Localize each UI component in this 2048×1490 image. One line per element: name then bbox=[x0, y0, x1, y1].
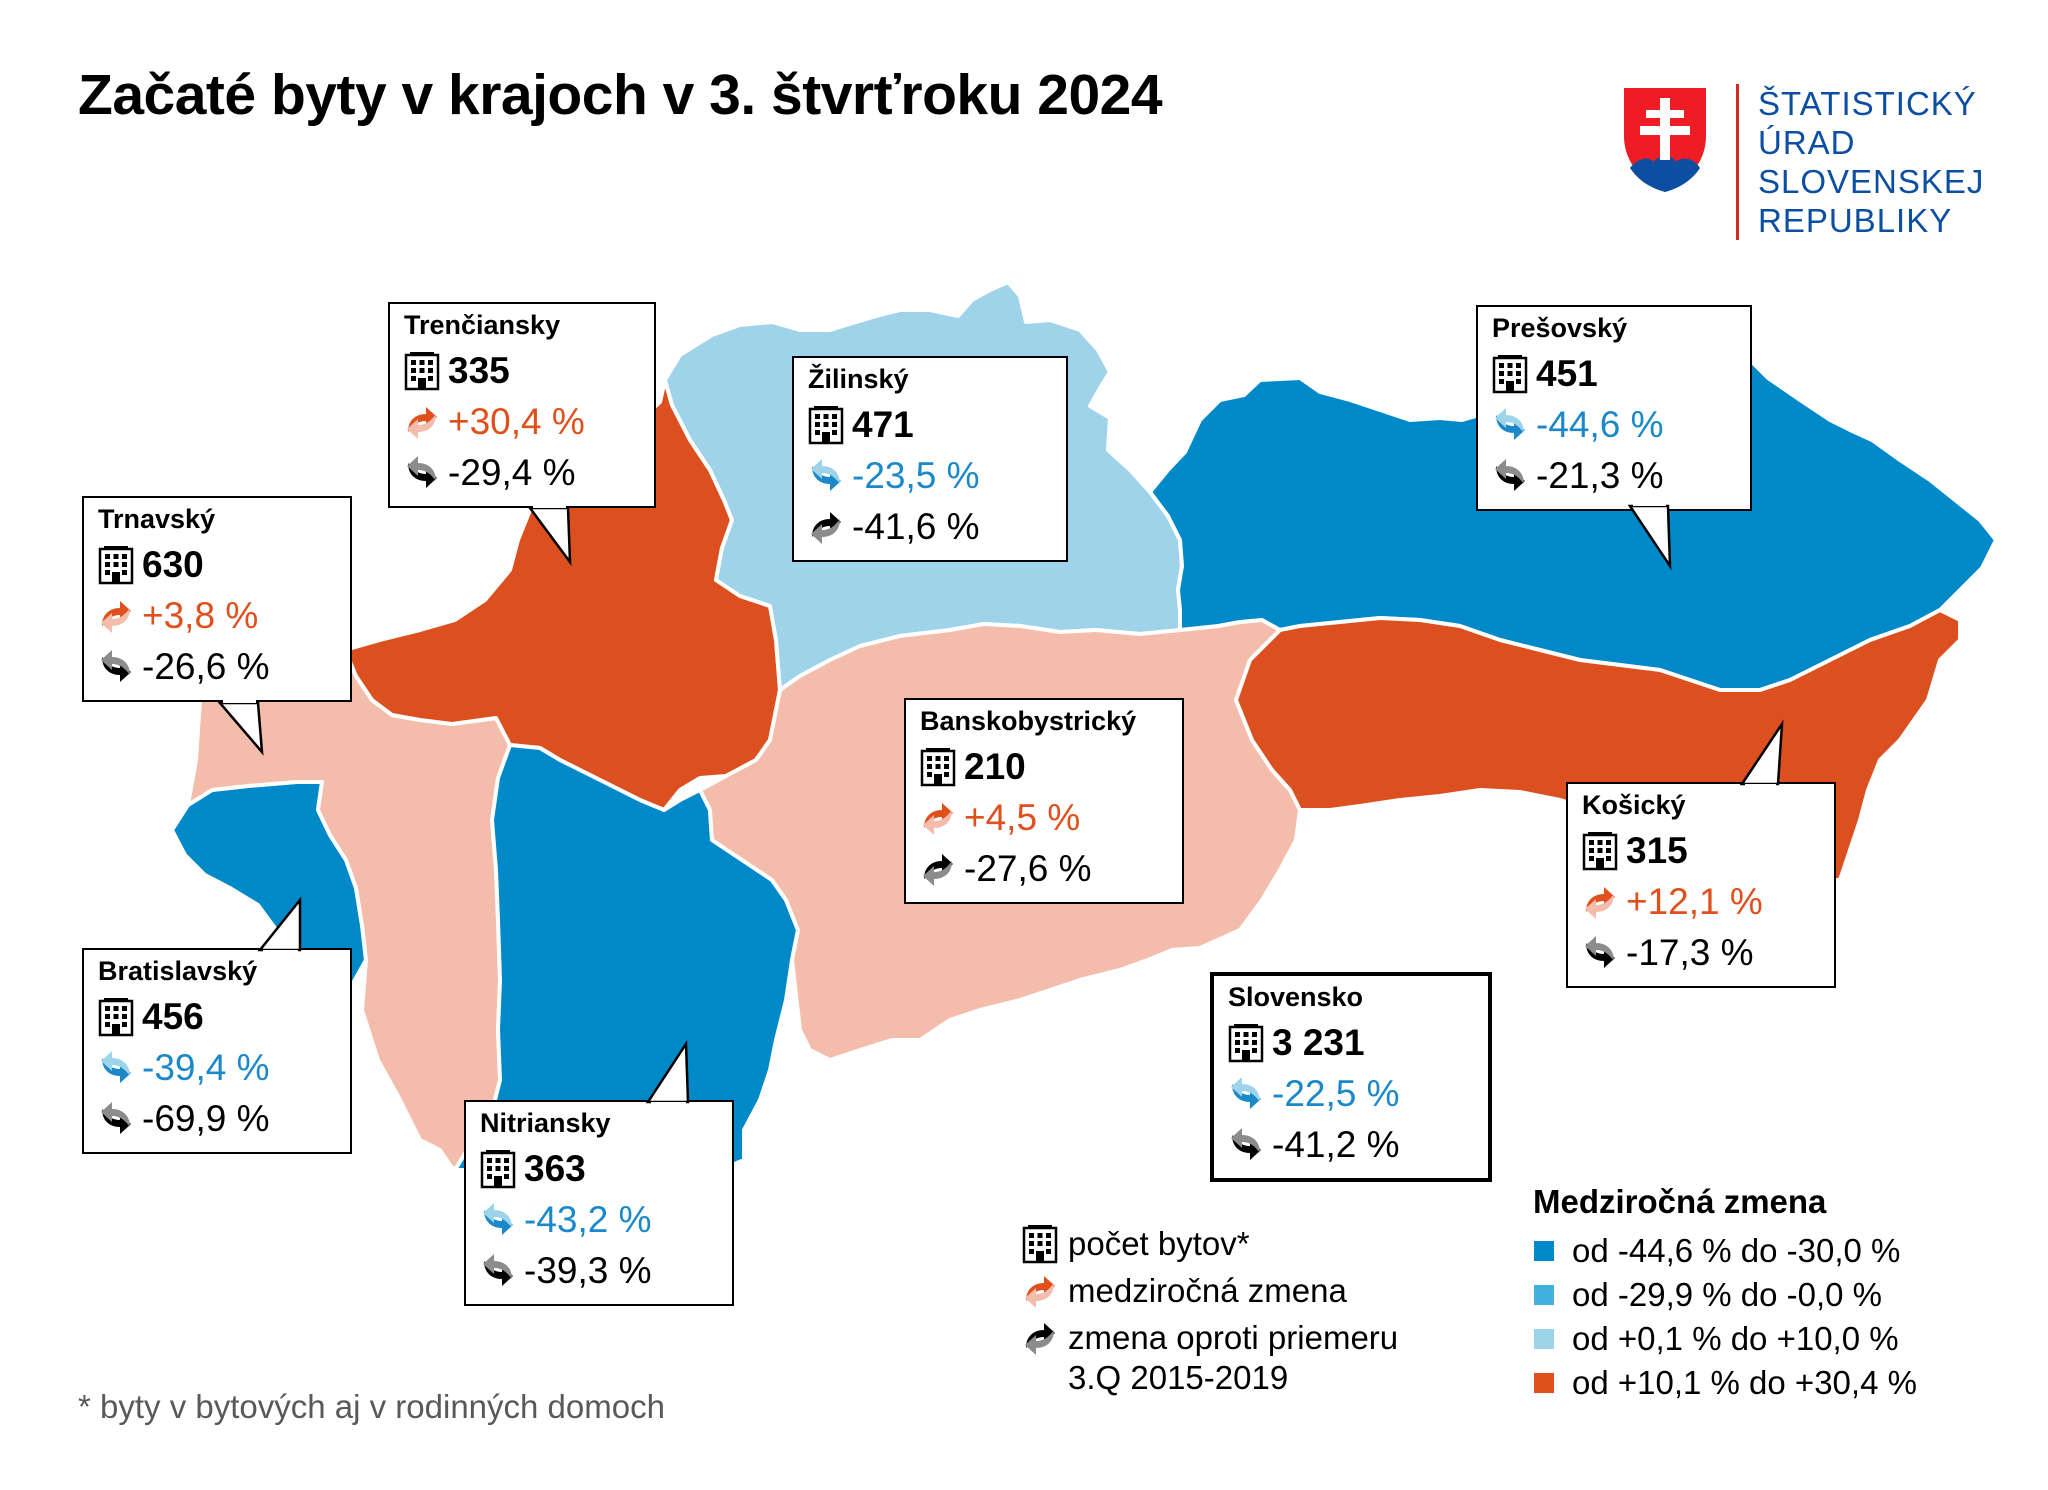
logo-line-2: ÚRAD bbox=[1758, 124, 1856, 161]
region-yoy: +3,8 % bbox=[142, 594, 259, 636]
region-name: Prešovský bbox=[1492, 313, 1628, 343]
legend-class-3: od +0,1 % do +10,0 % bbox=[1572, 1320, 1899, 1357]
region-nitriansky[interactable] bbox=[453, 743, 800, 1177]
region-name: Nitriansky bbox=[480, 1108, 611, 1138]
region-yoy: -44,6 % bbox=[1536, 403, 1664, 445]
callout-trnavsky[interactable]: Trnavský 630 +3,8 % -26,6 % bbox=[82, 496, 352, 702]
region-count: 451 bbox=[1536, 352, 1598, 394]
region-count: 456 bbox=[142, 995, 204, 1037]
region-name: Žilinský bbox=[808, 364, 909, 394]
pointer-nitriansky bbox=[645, 1040, 690, 1104]
logo-line-3: SLOVENSKEJ bbox=[1758, 163, 1985, 200]
building-icon bbox=[1022, 1224, 1058, 1264]
region-yoy: +30,4 % bbox=[448, 400, 585, 442]
region-count: 471 bbox=[852, 403, 914, 445]
region-name: Trnavský bbox=[98, 504, 216, 534]
pointer-bratislavsky bbox=[257, 896, 302, 952]
legend-avg-label-2: 3.Q 2015-2019 bbox=[1068, 1359, 1289, 1396]
page-title: Začaté byty v krajoch v 3. štvrťroku 202… bbox=[78, 63, 1163, 127]
region-count: 630 bbox=[142, 543, 204, 585]
coat-of-arms-icon bbox=[1624, 88, 1706, 192]
callout-trenciansky[interactable]: Trenčiansky 335 +30,4 % -29,4 % bbox=[388, 302, 656, 508]
region-name: Bratislavský bbox=[98, 956, 258, 986]
legend-class-2: od -29,9 % do -0,0 % bbox=[1572, 1276, 1883, 1313]
region-avg: -41,2 % bbox=[1272, 1123, 1400, 1165]
region-avg: -17,3 % bbox=[1626, 931, 1754, 973]
region-name: Banskobystrický bbox=[920, 706, 1137, 736]
logo-divider bbox=[1736, 84, 1739, 240]
region-avg: -27,6 % bbox=[964, 847, 1092, 889]
region-name: Slovensko bbox=[1228, 982, 1364, 1012]
legend-swatch-2 bbox=[1534, 1285, 1554, 1305]
legend-swatch-1 bbox=[1534, 1241, 1554, 1261]
region-count: 210 bbox=[964, 745, 1026, 787]
region-yoy: -23,5 % bbox=[852, 454, 980, 496]
logo-text: ŠTATISTICKÝ ÚRAD SLOVENSKEJ REPUBLIKY bbox=[1758, 84, 1984, 240]
logo-line-1: ŠTATISTICKÝ bbox=[1758, 85, 1977, 122]
region-avg: -39,3 % bbox=[524, 1249, 652, 1291]
region-name: Košický bbox=[1582, 790, 1686, 820]
callout-banskobystricky[interactable]: Banskobystrický 210 +4,5 % -27,6 % bbox=[904, 698, 1184, 904]
institution-logo[interactable]: ŠTATISTICKÝ ÚRAD SLOVENSKEJ REPUBLIKY bbox=[1620, 84, 2040, 244]
callout-nitriansky[interactable]: Nitriansky 363 -43,2 % -39,3 % bbox=[464, 1100, 734, 1306]
legend-class-1: od -44,6 % do -30,0 % bbox=[1572, 1232, 1901, 1269]
legend-swatch-3 bbox=[1534, 1329, 1554, 1349]
legend-title: Medziročná zmena bbox=[1533, 1183, 1827, 1220]
region-name: Trenčiansky bbox=[404, 310, 561, 340]
region-count: 335 bbox=[448, 349, 510, 391]
callout-slovensko[interactable]: Slovensko 3 231 -22,5 % -41,2 % bbox=[1210, 972, 1492, 1182]
region-yoy: -22,5 % bbox=[1272, 1072, 1400, 1114]
footnote: * byty v bytových aj v rodinných domoch bbox=[78, 1388, 665, 1425]
region-yoy: +4,5 % bbox=[964, 796, 1081, 838]
region-yoy: -43,2 % bbox=[524, 1198, 652, 1240]
region-avg: -69,9 % bbox=[142, 1097, 270, 1139]
region-count: 3 231 bbox=[1272, 1021, 1365, 1063]
region-count: 363 bbox=[524, 1147, 586, 1189]
average-change-icon bbox=[1022, 1318, 1058, 1358]
region-avg: -41,6 % bbox=[852, 505, 980, 547]
color-legend: Medziročná zmena od -44,6 % do -30,0 % o… bbox=[1530, 1183, 1917, 1405]
logo-line-4: REPUBLIKY bbox=[1758, 202, 1953, 239]
callout-kosicky[interactable]: Košický 315 +12,1 % -17,3 % bbox=[1566, 782, 1836, 988]
region-yoy: +12,1 % bbox=[1626, 880, 1763, 922]
pointer-trenciansky bbox=[527, 506, 572, 566]
region-avg: -21,3 % bbox=[1536, 454, 1664, 496]
legend-class-4: od +10,1 % do +30,4 % bbox=[1572, 1364, 1917, 1401]
region-avg: -26,6 % bbox=[142, 645, 270, 687]
callout-presovsky[interactable]: Prešovský 451 -44,6 % -21,3 % bbox=[1476, 305, 1752, 511]
pointer-kosicky bbox=[1739, 719, 1784, 786]
callout-bratislavsky[interactable]: Bratislavský 456 -39,4 % -69,9 % bbox=[82, 948, 352, 1154]
legend-yoy-label: medziročná zmena bbox=[1068, 1271, 1347, 1309]
legend-count-label: počet bytov* bbox=[1068, 1224, 1250, 1262]
legend-avg-label-1: zmena oproti priemeru bbox=[1068, 1318, 1399, 1356]
yoy-change-icon bbox=[1022, 1271, 1058, 1311]
pointer-trnavsky bbox=[217, 701, 264, 756]
pointer-presovsky bbox=[1627, 504, 1672, 571]
region-count: 315 bbox=[1626, 829, 1688, 871]
callout-zilinsky[interactable]: Žilinský 471 -23,5 % -41,6 % bbox=[792, 356, 1068, 562]
legend-swatch-4 bbox=[1534, 1373, 1554, 1393]
region-avg: -29,4 % bbox=[448, 451, 576, 493]
region-yoy: -39,4 % bbox=[142, 1046, 270, 1088]
symbol-legend: počet bytov* medziročná zmena zmena opro… bbox=[1022, 1220, 1398, 1397]
